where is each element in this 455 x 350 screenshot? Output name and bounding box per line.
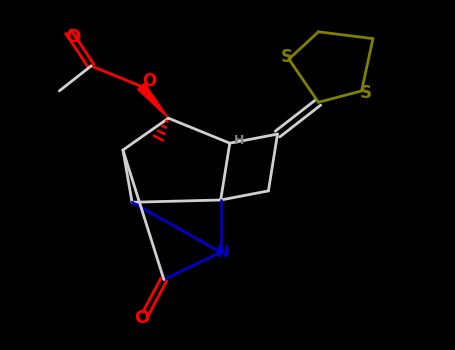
Text: O: O bbox=[134, 309, 150, 327]
Text: H: H bbox=[234, 134, 244, 147]
Text: S: S bbox=[360, 84, 372, 102]
Text: O: O bbox=[66, 28, 81, 46]
Polygon shape bbox=[138, 83, 168, 118]
Text: O: O bbox=[142, 72, 157, 90]
Text: N: N bbox=[217, 245, 229, 260]
Text: S: S bbox=[281, 48, 293, 66]
